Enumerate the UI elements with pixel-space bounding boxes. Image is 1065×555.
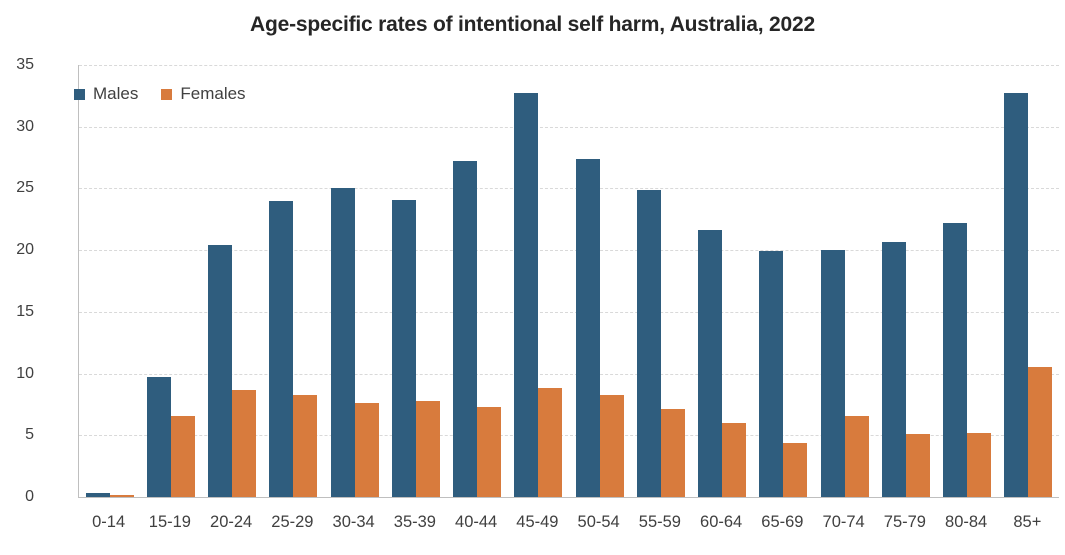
bar-group-55-59 [630, 65, 691, 497]
bar-group-65-69 [753, 65, 814, 497]
bar-females-20-24 [232, 389, 257, 497]
bar-females-25-29 [293, 394, 318, 497]
bar-group-30-34 [324, 65, 385, 497]
bar-males-80-84 [943, 223, 968, 497]
x-axis-category-label: 70-74 [822, 513, 865, 531]
x-axis-category-label: 85+ [1013, 513, 1042, 531]
x-axis-category-label: 45-49 [516, 513, 559, 531]
bar-males-0-14 [85, 493, 110, 497]
x-axis-category-label: 30-34 [332, 513, 375, 531]
legend-color-swatch-males [74, 88, 85, 100]
bar-males-30-34 [330, 188, 355, 497]
bar-group-0-14 [79, 65, 140, 497]
x-axis-category-label: 55-59 [638, 513, 681, 531]
gridline-10 [79, 373, 1059, 375]
bar-males-35-39 [391, 199, 416, 497]
legend-label: Females [180, 84, 246, 103]
legend: Males Females [74, 84, 246, 104]
bar-females-75-79 [905, 434, 930, 497]
y-axis-tick-label: 5 [25, 426, 34, 444]
bar-females-60-64 [722, 422, 747, 497]
bar-females-50-54 [599, 394, 624, 497]
x-axis-category-label: 0-14 [92, 513, 126, 531]
x-axis-category-label: 25-29 [271, 513, 314, 531]
bar-group-85+ [998, 65, 1059, 497]
bar-group-60-64 [692, 65, 753, 497]
y-axis-tick-label: 35 [16, 56, 34, 73]
bar-females-85+ [1028, 367, 1053, 497]
y-axis-tick-label: 30 [16, 117, 34, 135]
bar-group-25-29 [263, 65, 324, 497]
bar-males-85+ [1004, 93, 1029, 497]
bar-group-75-79 [875, 65, 936, 497]
bar-group-45-49 [508, 65, 569, 497]
legend-color-swatch-females [161, 88, 173, 100]
bar-males-70-74 [820, 250, 845, 497]
bar-males-20-24 [208, 245, 233, 497]
bar-males-60-64 [698, 230, 723, 497]
bar-males-55-59 [636, 189, 661, 497]
bar-females-70-74 [844, 415, 869, 497]
gridline-25 [79, 188, 1059, 190]
bar-group-15-19 [140, 65, 201, 497]
bar-males-45-49 [514, 93, 539, 497]
bar-males-40-44 [453, 161, 478, 497]
bar-males-65-69 [759, 251, 784, 497]
bar-females-30-34 [354, 403, 379, 497]
bar-females-65-69 [783, 442, 808, 497]
bar-females-80-84 [967, 432, 992, 497]
gridline-35 [79, 65, 1059, 66]
gridline-5 [79, 435, 1059, 437]
gridline-20 [79, 250, 1059, 252]
x-axis-category-label: 75-79 [883, 513, 926, 531]
bar-males-75-79 [881, 241, 906, 497]
bar-females-45-49 [538, 388, 563, 497]
x-axis-category-label: 20-24 [210, 513, 253, 531]
bar-females-0-14 [109, 494, 134, 497]
x-axis-category-label: 35-39 [393, 513, 436, 531]
bar-females-40-44 [477, 406, 502, 497]
y-axis-tick-label: 10 [16, 364, 34, 382]
bar-group-20-24 [202, 65, 263, 497]
bar-group-70-74 [814, 65, 875, 497]
gridline-30 [79, 126, 1059, 128]
x-axis-category-label: 65-69 [761, 513, 804, 531]
legend-item-males: Males [74, 84, 138, 104]
y-axis-tick-label: 0 [25, 488, 34, 505]
gridline-15 [79, 311, 1059, 313]
bar-group-50-54 [569, 65, 630, 497]
bar-group-80-84 [937, 65, 998, 497]
y-axis-tick-label: 15 [16, 302, 34, 320]
bar-males-25-29 [269, 200, 294, 497]
legend-item-females: Females [161, 84, 246, 104]
x-axis-category-label: 50-54 [577, 513, 620, 531]
x-axis-category-label: 40-44 [455, 513, 498, 531]
bar-group-40-44 [447, 65, 508, 497]
legend-label: Males [93, 84, 139, 103]
chart-title: Age-specific rates of intentional self h… [250, 13, 815, 36]
bar-females-35-39 [415, 400, 440, 497]
y-axis-tick-label: 25 [16, 179, 34, 197]
bar-males-50-54 [575, 158, 600, 497]
plot-area [78, 65, 1059, 498]
x-axis: 0-14 15-19 20-24 25-29 30-34 35-39 40-44 45-49 5… [78, 511, 1058, 537]
x-axis-category-label: 60-64 [700, 513, 743, 531]
bar-group-35-39 [385, 65, 446, 497]
bar-males-15-19 [146, 377, 171, 497]
x-axis-category-label: 15-19 [148, 513, 191, 531]
y-axis: 0 5 10 15 20 25 30 35 [0, 56, 34, 505]
bar-females-15-19 [170, 415, 195, 497]
x-axis-category-label: 80-84 [945, 513, 988, 531]
bar-females-55-59 [660, 409, 685, 497]
y-axis-tick-label: 20 [16, 241, 34, 259]
